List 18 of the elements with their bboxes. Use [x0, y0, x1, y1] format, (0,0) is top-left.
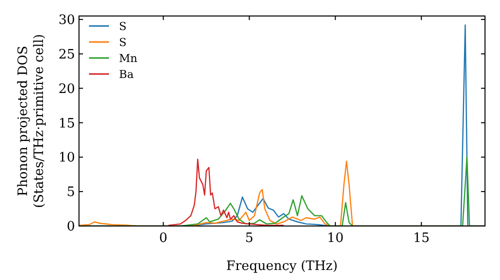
legend-label: Mn — [119, 52, 138, 65]
line-series — [168, 158, 284, 226]
y-tick-label: 15 — [58, 116, 75, 132]
x-tick-label: 5 — [245, 231, 254, 246]
y-tick-label: 10 — [58, 150, 75, 166]
legend-label: S — [119, 36, 127, 49]
y-tick-label: 25 — [58, 47, 75, 62]
x-axis-title: Frequency (THz) — [226, 259, 338, 274]
x-tick-label: 0 — [159, 231, 168, 246]
y-tick-label: 0 — [66, 220, 75, 235]
y-tick-label: 5 — [66, 185, 75, 200]
y-tick-label: 20 — [58, 82, 75, 97]
y-axis-title: Phonon projected DOS (States/THz·primitive cell) — [16, 34, 47, 208]
legend-label: S — [119, 20, 127, 33]
y-tick-label: 30 — [58, 12, 75, 28]
x-tick-label: 10 — [327, 231, 344, 246]
legend-label: Ba — [119, 68, 134, 81]
x-tick-label: 15 — [413, 231, 430, 246]
